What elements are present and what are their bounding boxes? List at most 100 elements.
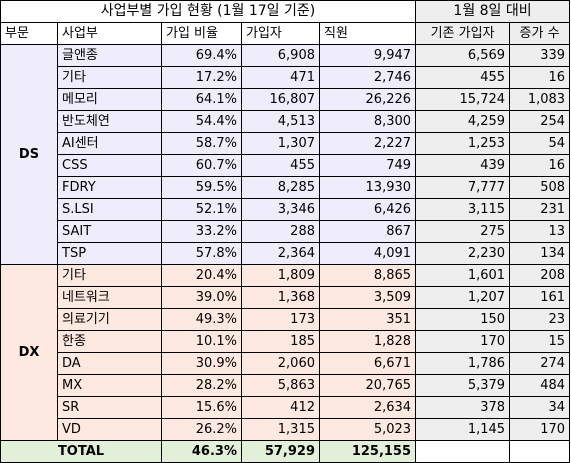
employees-cell: 2,746 [318,66,417,89]
rate-cell: 20.4% [161,264,242,287]
ds-row: 기타 17.2% 471 2,746 455 16 [1,66,571,89]
rate-cell: 30.9% [161,352,242,375]
employees-cell: 26,226 [318,88,417,111]
ds-row: DS 글앤종 69.4% 6,908 9,947 6,569 339 [0,44,571,265]
total-row: TOTAL 46.3% 57,929 125,155 [0,440,571,463]
unit-name-cell: 기타 [57,264,162,287]
members-cell: 8,285 [241,176,320,199]
increase-cell: 161 [509,286,571,309]
increase-cell: 508 [509,176,571,199]
unit-name-cell: VD [57,418,162,441]
employees-cell: 1,828 [318,330,417,353]
total-label: TOTAL [0,440,162,463]
members-cell: 1,368 [241,286,320,309]
ds-row: FDRY 59.5% 8,285 13,930 7,777 508 [1,176,571,199]
unit-name-cell: AI센터 [57,132,162,155]
members-cell: 5,863 [241,374,320,397]
increase-cell: 23 [509,308,571,331]
prev-members-cell: 1,601 [415,264,511,287]
prev-members-cell: 455 [415,66,511,89]
increase-cell: 16 [509,154,571,177]
unit-name-cell: CSS [57,154,162,177]
unit-name-cell: SR [57,396,162,419]
rate-cell: 17.2% [161,66,242,89]
employees-cell: 749 [318,154,417,177]
ds-row: AI센터 58.7% 1,307 2,227 1,253 54 [1,132,571,155]
members-cell: 185 [241,330,320,353]
unit-name-cell: 기타 [57,66,162,89]
employees-cell: 351 [318,308,417,331]
increase-cell: 34 [509,396,571,419]
increase-cell: 1,083 [509,88,571,111]
rate-cell: 60.7% [161,154,242,177]
unit-name-cell: 글앤종 [57,44,162,67]
total-prev-blank [415,440,511,463]
members-cell: 16,807 [241,88,320,111]
dx-row: 의료기기 49.3% 173 351 150 23 [1,308,571,331]
ds-row: CSS 60.7% 455 749 439 16 [1,154,571,177]
increase-cell: 170 [509,418,571,441]
ds-row: 반도체연 54.4% 4,513 8,300 4,259 254 [1,110,571,133]
header-row: 부문 사업부 가입 비율 가입자 직원 기존 가입자 증가 수 [0,22,571,45]
header-increase: 증가 수 [509,22,571,45]
ds-row: SAIT 33.2% 288 867 275 13 [1,220,571,243]
dx-row: MX 28.2% 5,863 20,765 5,379 484 [1,374,571,397]
ds-row: TSP 57.8% 2,364 4,091 2,230 134 [1,242,571,265]
employees-cell: 5,023 [318,418,417,441]
total-inc-blank [509,440,571,463]
employees-cell: 6,426 [318,198,417,221]
employees-cell: 8,300 [318,110,417,133]
header-employees: 직원 [318,22,417,45]
prev-members-cell: 3,115 [415,198,511,221]
rate-cell: 15.6% [161,396,242,419]
employees-cell: 2,634 [318,396,417,419]
header-rate: 가입 비율 [161,22,242,45]
increase-cell: 231 [509,198,571,221]
members-cell: 2,364 [241,242,320,265]
unit-name-cell: 의료기기 [57,308,162,331]
rate-cell: 49.3% [161,308,242,331]
header-prev-members: 기존 가입자 [415,22,511,45]
increase-cell: 339 [509,44,571,67]
unit-name-cell: 한종 [57,330,162,353]
members-cell: 1,307 [241,132,320,155]
header-members: 가입자 [241,22,320,45]
prev-members-cell: 439 [415,154,511,177]
unit-name-cell: MX [57,374,162,397]
increase-cell: 54 [509,132,571,155]
members-cell: 2,060 [241,352,320,375]
header-division: 부문 [0,22,58,45]
unit-name-cell: S.LSI [57,198,162,221]
unit-name-cell: DA [57,352,162,375]
prev-members-cell: 1,207 [415,286,511,309]
employees-cell: 8,865 [318,264,417,287]
dx-division-label: DX [0,264,58,441]
dx-row: VD 26.2% 1,315 5,023 1,145 170 [1,418,571,441]
dx-row: 한종 10.1% 185 1,828 170 15 [1,330,571,353]
members-cell: 288 [241,220,320,243]
employees-cell: 9,947 [318,44,417,67]
rate-cell: 57.8% [161,242,242,265]
rate-cell: 52.1% [161,198,242,221]
header-unit: 사업부 [57,22,162,45]
dx-row: SR 15.6% 412 2,634 378 34 [1,396,571,419]
increase-cell: 274 [509,352,571,375]
table-title: 사업부별 가입 현황 (1월 17일 기준) [0,0,417,23]
members-cell: 1,315 [241,418,320,441]
employees-cell: 3,509 [318,286,417,309]
increase-cell: 208 [509,264,571,287]
rate-cell: 59.5% [161,176,242,199]
total-members: 57,929 [241,440,320,463]
prev-members-cell: 275 [415,220,511,243]
members-cell: 455 [241,154,320,177]
unit-name-cell: 네트워크 [57,286,162,309]
employees-cell: 13,930 [318,176,417,199]
members-cell: 1,809 [241,264,320,287]
rate-cell: 64.1% [161,88,242,111]
prev-members-cell: 15,724 [415,88,511,111]
rate-cell: 54.4% [161,110,242,133]
rate-cell: 58.7% [161,132,242,155]
prev-members-cell: 1,253 [415,132,511,155]
members-cell: 6,908 [241,44,320,67]
rate-cell: 26.2% [161,418,242,441]
